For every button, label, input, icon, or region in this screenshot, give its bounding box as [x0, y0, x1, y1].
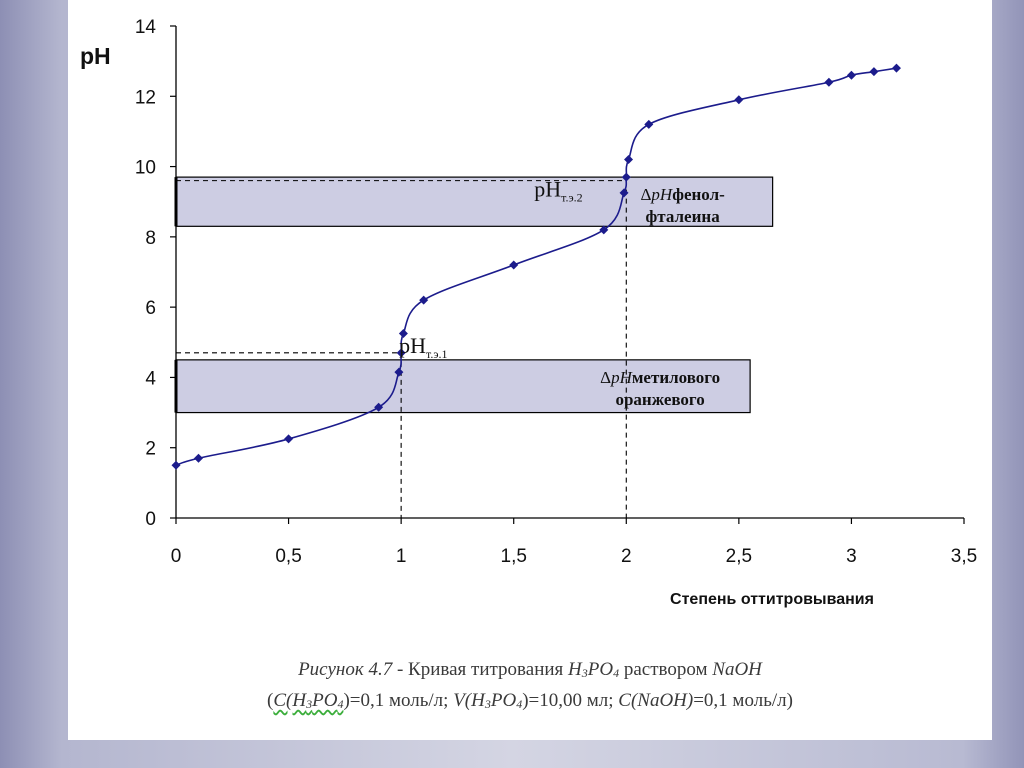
data-point-marker	[891, 63, 901, 73]
caption-text: - Кривая титрования	[392, 659, 569, 680]
acid-concentration-value: )=0,1 моль/л;	[343, 690, 454, 711]
x-tick-label: 2,5	[726, 546, 752, 567]
titration-curve-line	[175, 67, 897, 467]
y-tick-label: 14	[135, 17, 157, 38]
data-point-marker	[624, 155, 634, 165]
data-point-marker	[621, 172, 631, 182]
x-tick-label: 3	[846, 546, 857, 567]
data-point-marker	[394, 367, 404, 377]
acid-volume-value: )=10,00 мл;	[522, 690, 619, 711]
data-point-marker	[734, 95, 744, 105]
data-point-marker	[396, 348, 406, 358]
x-axis-label: Степень оттитровывания	[670, 591, 874, 608]
figure-caption-line-1: Рисунок 4.7 - Кривая титрования H3PO4 ра…	[68, 659, 992, 681]
base-concentration-value: =0,1 моль/л)	[693, 690, 793, 711]
x-tick-label: 1	[396, 546, 407, 567]
x-tick-label: 0	[171, 546, 182, 567]
data-point-marker	[599, 225, 609, 235]
data-point-marker	[374, 402, 384, 412]
base-formula: NaOH	[712, 659, 762, 680]
figure-caption-line-2: (C(H3PO4)=0,1 моль/л; V(H3PO4)=10,00 мл;…	[267, 690, 793, 711]
x-tick-label: 1,5	[501, 546, 527, 567]
acid-volume-symbol: V(H3PO4	[453, 690, 523, 711]
y-tick-label: 6	[145, 298, 156, 319]
phenolphthalein-band-label-line1: ΔpHфенол-	[640, 185, 725, 204]
data-point-marker	[619, 188, 629, 198]
data-point-marker	[419, 295, 429, 305]
equivalence-point-2-label: pHт.э.2	[534, 177, 582, 205]
data-point-marker	[398, 329, 408, 338]
acid-concentration-symbol: C(H3PO4	[273, 690, 344, 711]
x-tick-label: 0,5	[275, 546, 301, 567]
y-axis-label: pH	[80, 43, 111, 69]
y-tick-label: 8	[145, 228, 156, 249]
phenolphthalein-band-label-line2: фталеина	[646, 207, 721, 226]
y-tick-label: 10	[135, 158, 156, 179]
phenolphthalein-band	[175, 176, 774, 227]
data-point-marker	[644, 119, 654, 129]
data-point-marker	[171, 460, 181, 470]
methyl-orange-band-label-line1: ΔpHметилового	[600, 368, 720, 387]
y-tick-label: 12	[135, 87, 156, 108]
base-concentration-symbol: C(NaOH)	[618, 690, 694, 711]
equivalence-point-1-label: pHт.э.1	[399, 333, 447, 361]
data-point-marker	[869, 67, 879, 77]
acid-formula: H3PO4	[568, 659, 620, 680]
x-tick-label: 2	[621, 546, 632, 567]
data-point-marker	[824, 77, 834, 87]
x-tick-label: 3,5	[951, 546, 977, 567]
data-point-marker	[194, 453, 204, 463]
y-tick-label: 2	[145, 439, 156, 460]
figure-number: Рисунок 4.7	[298, 659, 393, 680]
methyl-orange-band	[175, 359, 751, 414]
y-tick-label: 4	[145, 368, 156, 389]
caption-mid: раствором	[619, 659, 713, 680]
data-point-marker	[509, 260, 519, 270]
methyl-orange-band-label-line2: оранжевого	[615, 390, 704, 409]
y-tick-label: 0	[145, 509, 156, 530]
data-point-marker	[284, 434, 294, 444]
data-point-marker	[846, 70, 856, 80]
